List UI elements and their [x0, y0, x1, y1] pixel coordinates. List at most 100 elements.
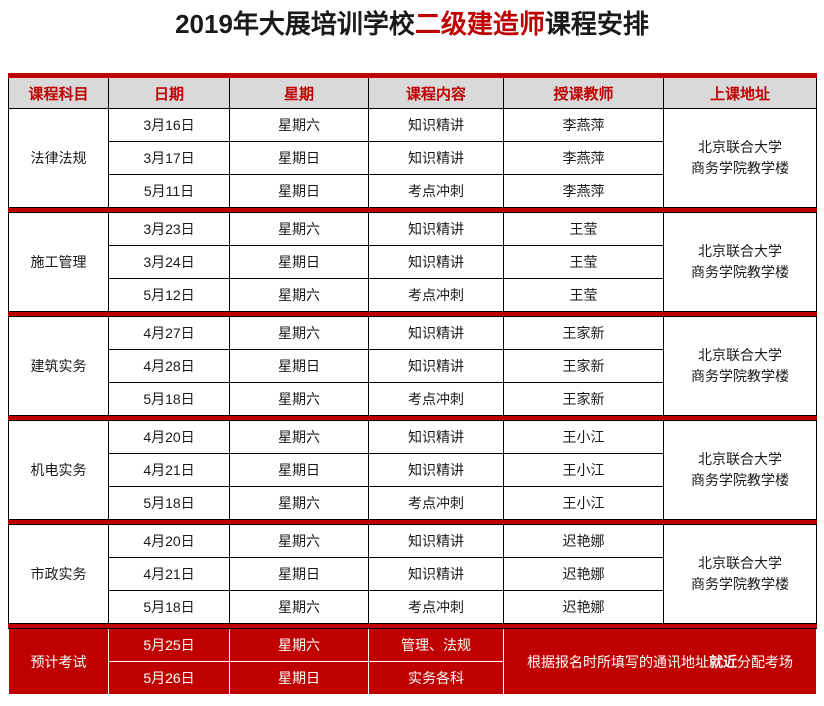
address-line-1: 北京联合大学 — [698, 450, 782, 467]
date-cell: 4月27日 — [108, 316, 230, 351]
exam-subject-cell: 预计考试 — [8, 628, 109, 696]
date-cell: 4月21日 — [108, 557, 230, 592]
content-cell: 知识精讲 — [368, 524, 504, 559]
header-week: 星期 — [229, 75, 369, 110]
content-cell: 考点冲刺 — [368, 382, 504, 417]
teacher-cell: 迟艳娜 — [503, 590, 664, 625]
address-line-2: 商务学院教学楼 — [691, 576, 789, 593]
date-cell: 4月21日 — [108, 453, 230, 488]
week-cell: 星期六 — [229, 486, 369, 521]
exam-note-suffix: 分配考场 — [737, 653, 793, 670]
subject-cell: 建筑实务 — [8, 316, 109, 417]
exam-row: 预计考试 5月25日 星期六 管理、法规 根据报名时所填写的通讯地址就近分配考场 — [8, 628, 817, 696]
teacher-cell: 王莹 — [503, 278, 664, 313]
table-row: 3月24日 星期日 知识精讲 王莹 — [9, 245, 817, 280]
table-row: 5月18日 星期六 考点冲刺 迟艳娜 — [9, 590, 817, 625]
content-cell: 知识精讲 — [368, 453, 504, 488]
week-cell: 星期六 — [229, 212, 369, 247]
date-cell: 5月18日 — [108, 590, 230, 625]
address-line-2: 商务学院教学楼 — [691, 472, 789, 489]
header-address: 上课地址 — [663, 75, 817, 110]
content-cell: 知识精讲 — [368, 349, 504, 384]
table-row: 5月12日 星期六 考点冲刺 王莹 — [9, 278, 817, 313]
week-cell: 星期日 — [229, 557, 369, 592]
table-row: 机电实务 4月20日 星期六 知识精讲 王小江 北京联合大学 商务学院教学楼 — [8, 420, 817, 521]
content-cell: 考点冲刺 — [368, 278, 504, 313]
table-row: 建筑实务 4月27日 星期六 知识精讲 王家新 北京联合大学 商务学院教学楼 — [8, 316, 817, 417]
address-cell: 北京联合大学 商务学院教学楼 — [663, 524, 817, 625]
content-cell: 知识精讲 — [368, 108, 504, 143]
address-cell: 北京联合大学 商务学院教学楼 — [663, 108, 817, 209]
course-schedule-table: 课程科目 日期 星期 课程内容 授课教师 上课地址 法律法规 3月16日 星期六… — [8, 73, 817, 696]
week-cell: 星期六 — [229, 524, 369, 559]
address-line-2: 商务学院教学楼 — [691, 368, 789, 385]
week-cell: 星期日 — [229, 453, 369, 488]
teacher-cell: 王家新 — [503, 349, 664, 384]
exam-note-cell: 根据报名时所填写的通讯地址就近分配考场 — [503, 628, 817, 696]
teacher-cell: 王家新 — [503, 316, 664, 351]
table-row: 3月17日 星期日 知识精讲 李燕萍 — [9, 141, 817, 176]
teacher-cell: 王莹 — [503, 212, 664, 247]
header-subject: 课程科目 — [8, 75, 109, 110]
week-cell: 星期日 — [229, 349, 369, 384]
date-cell: 4月20日 — [108, 524, 230, 559]
week-cell: 星期日 — [229, 245, 369, 280]
date-cell: 3月17日 — [108, 141, 230, 176]
week-cell: 星期六 — [229, 382, 369, 417]
exam-row: 5月26日 星期日 实务各科 — [9, 661, 817, 696]
date-cell: 5月12日 — [108, 278, 230, 313]
table-row: 5月11日 星期日 考点冲刺 李燕萍 — [9, 174, 817, 209]
teacher-cell: 王小江 — [503, 486, 664, 521]
subject-cell: 市政实务 — [8, 524, 109, 625]
title-highlight: 二级建造师 — [414, 9, 545, 39]
week-cell: 星期六 — [229, 316, 369, 351]
exam-date-cell: 5月25日 — [108, 628, 230, 663]
table-row: 施工管理 3月23日 星期六 知识精讲 王莹 北京联合大学 商务学院教学楼 — [8, 212, 817, 313]
week-cell: 星期六 — [229, 108, 369, 143]
table-row: 4月21日 星期日 知识精讲 王小江 — [9, 453, 817, 488]
content-cell: 知识精讲 — [368, 420, 504, 455]
date-cell: 3月23日 — [108, 212, 230, 247]
exam-date-cell: 5月26日 — [108, 661, 230, 696]
table-row: 4月28日 星期日 知识精讲 王家新 — [9, 349, 817, 384]
date-cell: 3月24日 — [108, 245, 230, 280]
week-cell: 星期六 — [229, 278, 369, 313]
address-line-2: 商务学院教学楼 — [691, 160, 789, 177]
content-cell: 考点冲刺 — [368, 590, 504, 625]
header-teacher: 授课教师 — [503, 75, 664, 110]
content-cell: 考点冲刺 — [368, 174, 504, 209]
content-cell: 知识精讲 — [368, 557, 504, 592]
teacher-cell: 李燕萍 — [503, 108, 664, 143]
teacher-cell: 李燕萍 — [503, 141, 664, 176]
content-cell: 知识精讲 — [368, 245, 504, 280]
teacher-cell: 迟艳娜 — [503, 524, 664, 559]
exam-content-cell: 管理、法规 — [368, 628, 504, 663]
exam-note-prefix: 根据报名时所填写的通讯地址 — [527, 653, 709, 670]
header-content: 课程内容 — [368, 75, 504, 110]
date-cell: 5月18日 — [108, 382, 230, 417]
teacher-cell: 王小江 — [503, 453, 664, 488]
address-cell: 北京联合大学 商务学院教学楼 — [663, 420, 817, 521]
subject-cell: 法律法规 — [8, 108, 109, 209]
page-title: 2019年大展培训学校二级建造师课程安排 — [0, 0, 824, 40]
exam-note-emphasis: 就近 — [709, 653, 737, 670]
teacher-cell: 王家新 — [503, 382, 664, 417]
address-cell: 北京联合大学 商务学院教学楼 — [663, 316, 817, 417]
exam-content-cell: 实务各科 — [368, 661, 504, 696]
content-cell: 考点冲刺 — [368, 486, 504, 521]
week-cell: 星期六 — [229, 590, 369, 625]
table-row: 法律法规 3月16日 星期六 知识精讲 李燕萍 北京联合大学 商务学院教学楼 — [8, 108, 817, 209]
date-cell: 3月16日 — [108, 108, 230, 143]
table-row: 市政实务 4月20日 星期六 知识精讲 迟艳娜 北京联合大学 商务学院教学楼 — [8, 524, 817, 625]
week-cell: 星期六 — [229, 420, 369, 455]
header-date: 日期 — [108, 75, 230, 110]
teacher-cell: 李燕萍 — [503, 174, 664, 209]
content-cell: 知识精讲 — [368, 316, 504, 351]
date-cell: 5月11日 — [108, 174, 230, 209]
exam-week-cell: 星期六 — [229, 628, 369, 663]
week-cell: 星期日 — [229, 141, 369, 176]
table-row: 5月18日 星期六 考点冲刺 王家新 — [9, 382, 817, 417]
exam-week-cell: 星期日 — [229, 661, 369, 696]
title-part-1: 2019年大展培训学校 — [175, 9, 415, 39]
